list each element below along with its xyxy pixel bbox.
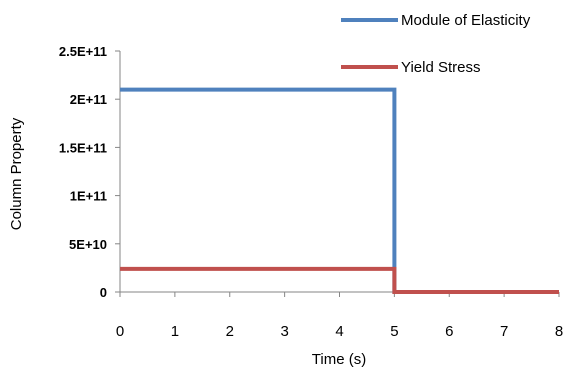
x-tick-label: 2 <box>226 323 234 340</box>
x-tick-label: 6 <box>445 323 453 340</box>
y-tick-label: 2.5E+11 <box>59 44 107 59</box>
y-axis-title: Column Property <box>8 117 25 230</box>
x-axis-title: Time (s) <box>312 351 366 368</box>
legend-label: Module of Elasticity <box>401 12 531 29</box>
y-tick-label: 1.5E+11 <box>59 140 107 155</box>
y-tick-label: 0 <box>100 285 107 300</box>
plot-area: 0 5E+10 1E+11 1.5E+11 2E+11 2.5E+11 0 1 2 3 4 5 6 7 8 <box>59 44 563 340</box>
y-tick-label: 1E+11 <box>70 189 107 204</box>
x-tick-label: 3 <box>280 323 288 340</box>
y-ticks: 0 5E+10 1E+11 1.5E+11 2E+11 2.5E+11 <box>59 44 120 300</box>
x-tick-label: 4 <box>335 323 343 340</box>
x-tick-label: 5 <box>390 323 398 340</box>
x-tick-label: 0 <box>116 323 124 340</box>
x-tick-label: 8 <box>555 323 563 340</box>
series-line-yield-stress <box>120 266 559 294</box>
legend: Module of Elasticity Yield Stress <box>341 12 531 76</box>
y-tick-label: 2E+11 <box>70 92 107 107</box>
x-ticks: 0 1 2 3 4 5 6 7 8 <box>116 292 563 340</box>
x-tick-label: 1 <box>171 323 179 340</box>
series-lines <box>120 87 559 294</box>
y-tick-label: 5E+10 <box>69 237 107 252</box>
series-line-module-of-elasticity <box>120 87 559 294</box>
x-tick-label: 7 <box>500 323 508 340</box>
legend-label: Yield Stress <box>401 59 480 76</box>
